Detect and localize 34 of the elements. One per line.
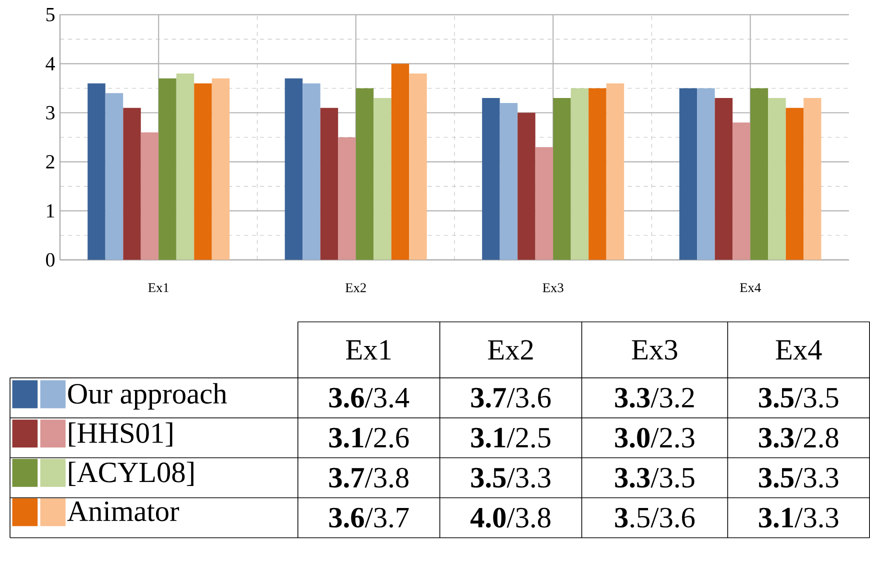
legend-label: Animator [67,502,180,522]
category-label: Ex4 [776,340,822,360]
text: 3.5/3.6 [615,508,695,528]
text: 3.3/2.8 [759,428,838,448]
text: 3.7/3.6 [471,388,551,408]
y-tick-label: 0 [46,253,55,267]
y-tick-label: 3 [46,106,54,120]
text: 3.0/2.3 [615,428,694,448]
text: 3.3/3.2 [615,388,694,408]
text: 4.0/3.8 [470,508,550,528]
text: 3.5/3.3 [759,468,838,488]
legend-label: Our approach [68,383,227,410]
y-tick-label: 4 [46,57,55,70]
text: 3.1/2.5 [471,428,550,448]
x-tick-label: Ex1 [148,283,169,292]
legend-label: [ACYL08] [69,462,194,486]
text: 3.6/3.4 [329,388,410,408]
y-tick-label: 5 [46,8,54,22]
x-tick-label: Ex3 [542,283,564,292]
y-tick-label: 2 [46,155,54,169]
text: 3.1/2.6 [329,428,409,448]
category-label: Ex1 [346,340,391,360]
y-tick-label: 1 [47,204,54,218]
text: 3.1/3.3 [759,508,838,528]
text: 3.6/3.7 [329,508,409,528]
x-tick-label: Ex2 [345,283,366,292]
legend-label: [HHS01] [69,422,172,447]
category-label: Ex3 [632,340,678,360]
x-tick-label: Ex4 [740,283,761,292]
category-label: Ex2 [488,340,533,360]
text: 3.5/3.5 [759,388,838,408]
text: 3.7/3.8 [329,468,408,488]
text: 3.5/3.3 [471,468,550,488]
text: 3.3/3.5 [615,468,694,488]
